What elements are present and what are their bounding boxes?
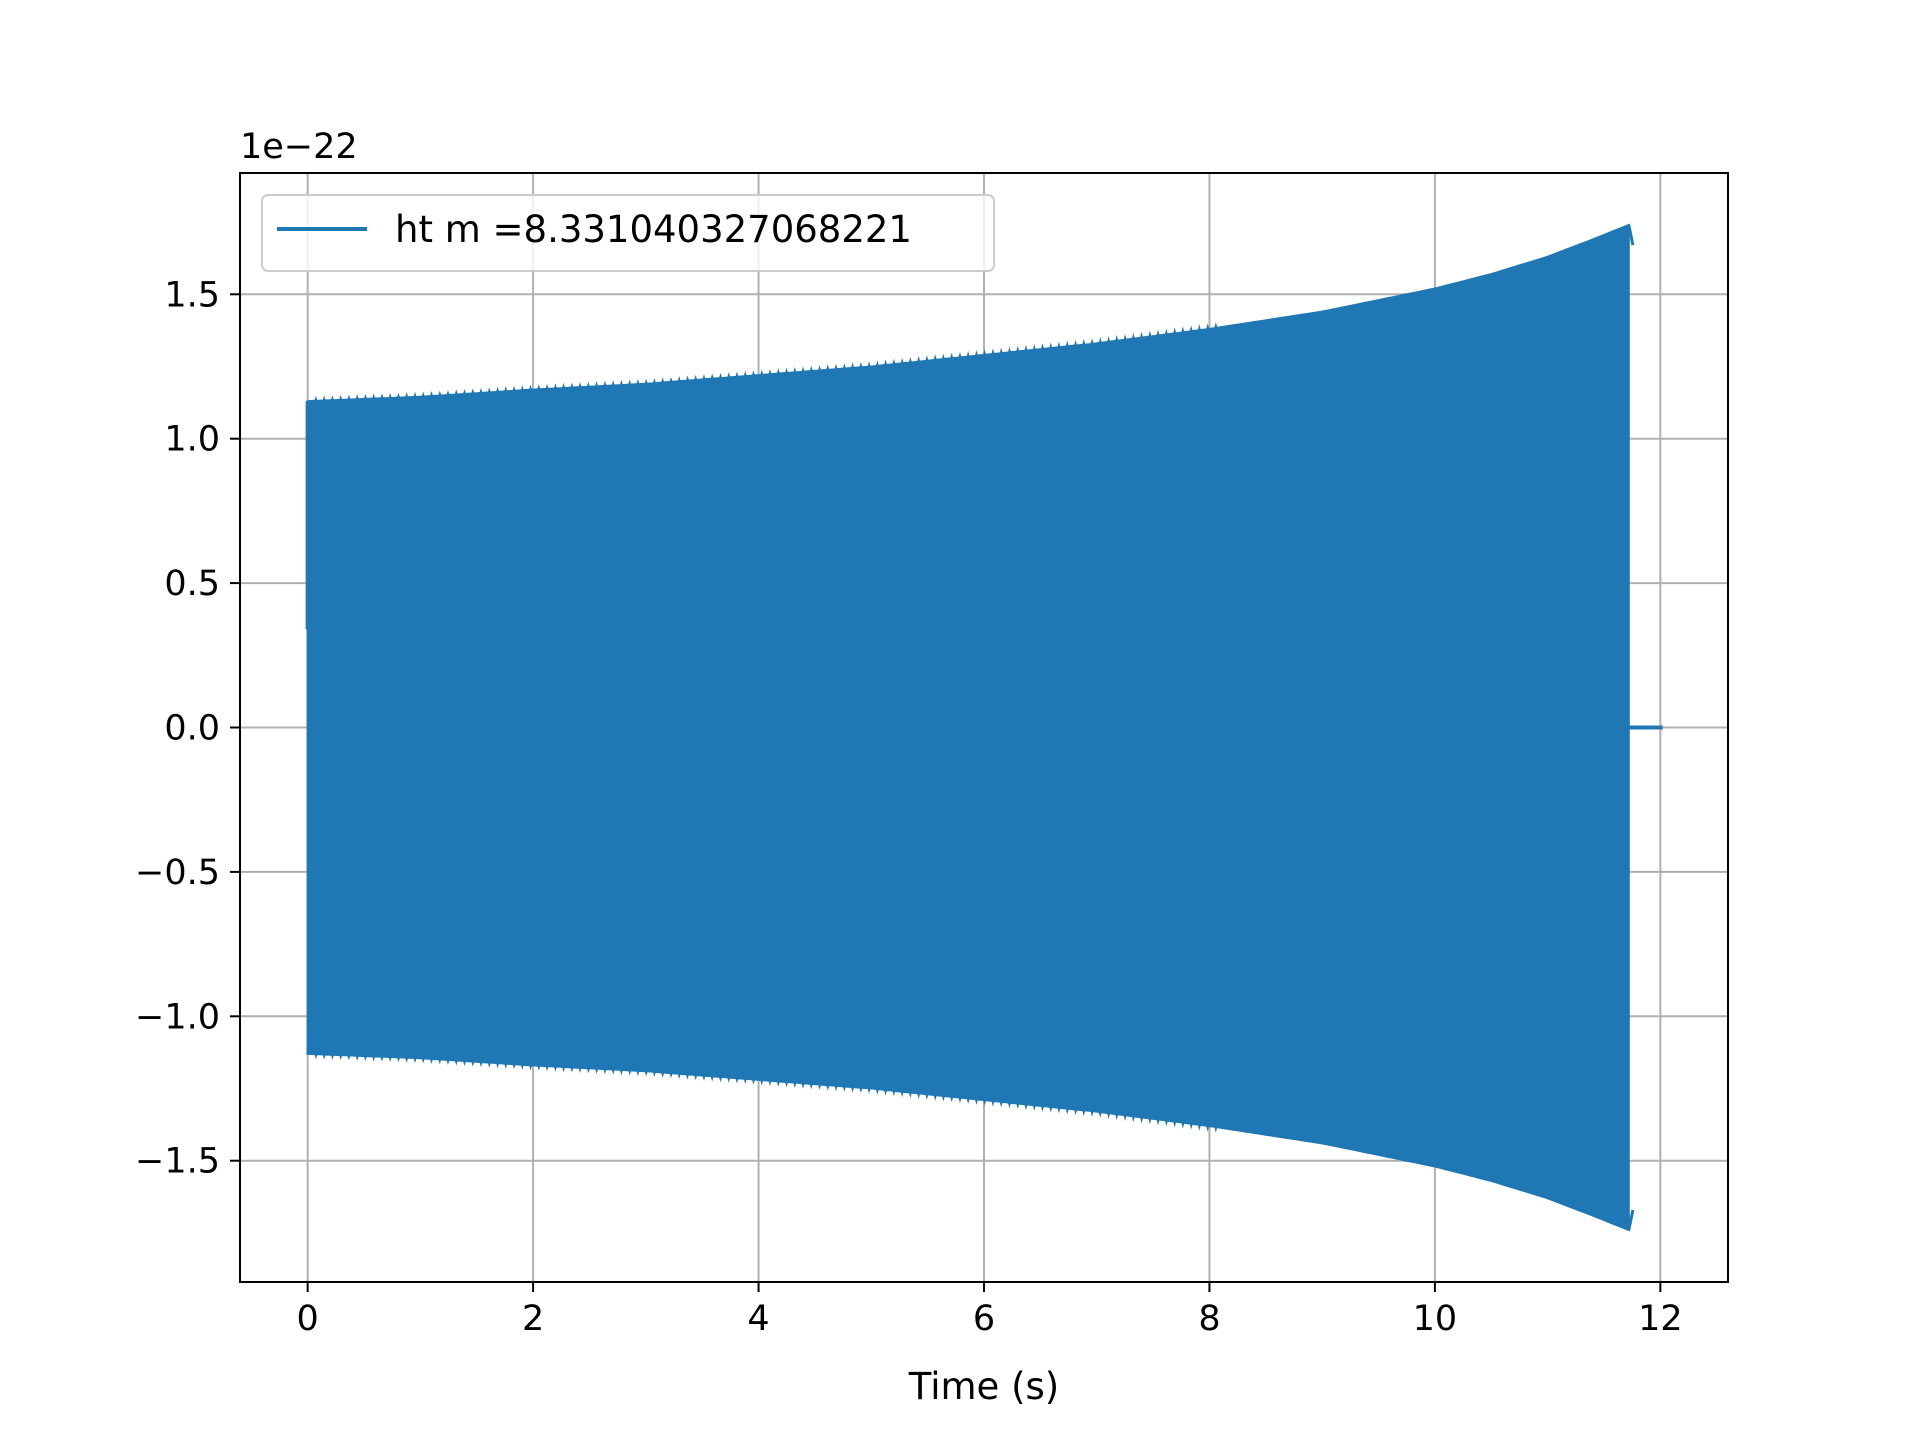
y-axis: −1.5 −1.0 −0.5 0.0 0.5 1.0 1.5 bbox=[135, 275, 240, 1182]
y-tick-label: 1.5 bbox=[164, 275, 220, 315]
x-axis: 0 2 4 6 8 10 12 bbox=[296, 1282, 1683, 1339]
legend: ht m =8.331040327068221 bbox=[261, 194, 995, 272]
y-tick-label: −1.0 bbox=[135, 997, 220, 1037]
offset-text: 1e−22 bbox=[240, 127, 358, 167]
x-tick-label: 12 bbox=[1638, 1299, 1683, 1339]
x-tick-label: 0 bbox=[296, 1299, 318, 1339]
y-tick-label: 0.5 bbox=[164, 564, 220, 604]
y-tick-label: 1.0 bbox=[164, 420, 220, 460]
x-axis-label: Time (s) bbox=[908, 1365, 1059, 1408]
series-group bbox=[305, 223, 1663, 1232]
y-tick-label: 0.0 bbox=[164, 709, 220, 749]
legend-box bbox=[261, 194, 995, 272]
x-tick-label: 6 bbox=[973, 1299, 995, 1339]
x-tick-label: 10 bbox=[1413, 1299, 1458, 1339]
y-tick-label: −0.5 bbox=[135, 853, 220, 893]
y-tick-label: −1.5 bbox=[135, 1142, 220, 1182]
waveform-lower-edge bbox=[306, 1035, 1635, 1231]
x-tick-label: 8 bbox=[1198, 1299, 1220, 1339]
legend-label: ht m =8.331040327068221 bbox=[395, 208, 912, 251]
x-tick-label: 2 bbox=[522, 1299, 544, 1339]
waveform-upper-edge bbox=[306, 224, 1635, 420]
x-tick-label: 4 bbox=[747, 1299, 769, 1339]
